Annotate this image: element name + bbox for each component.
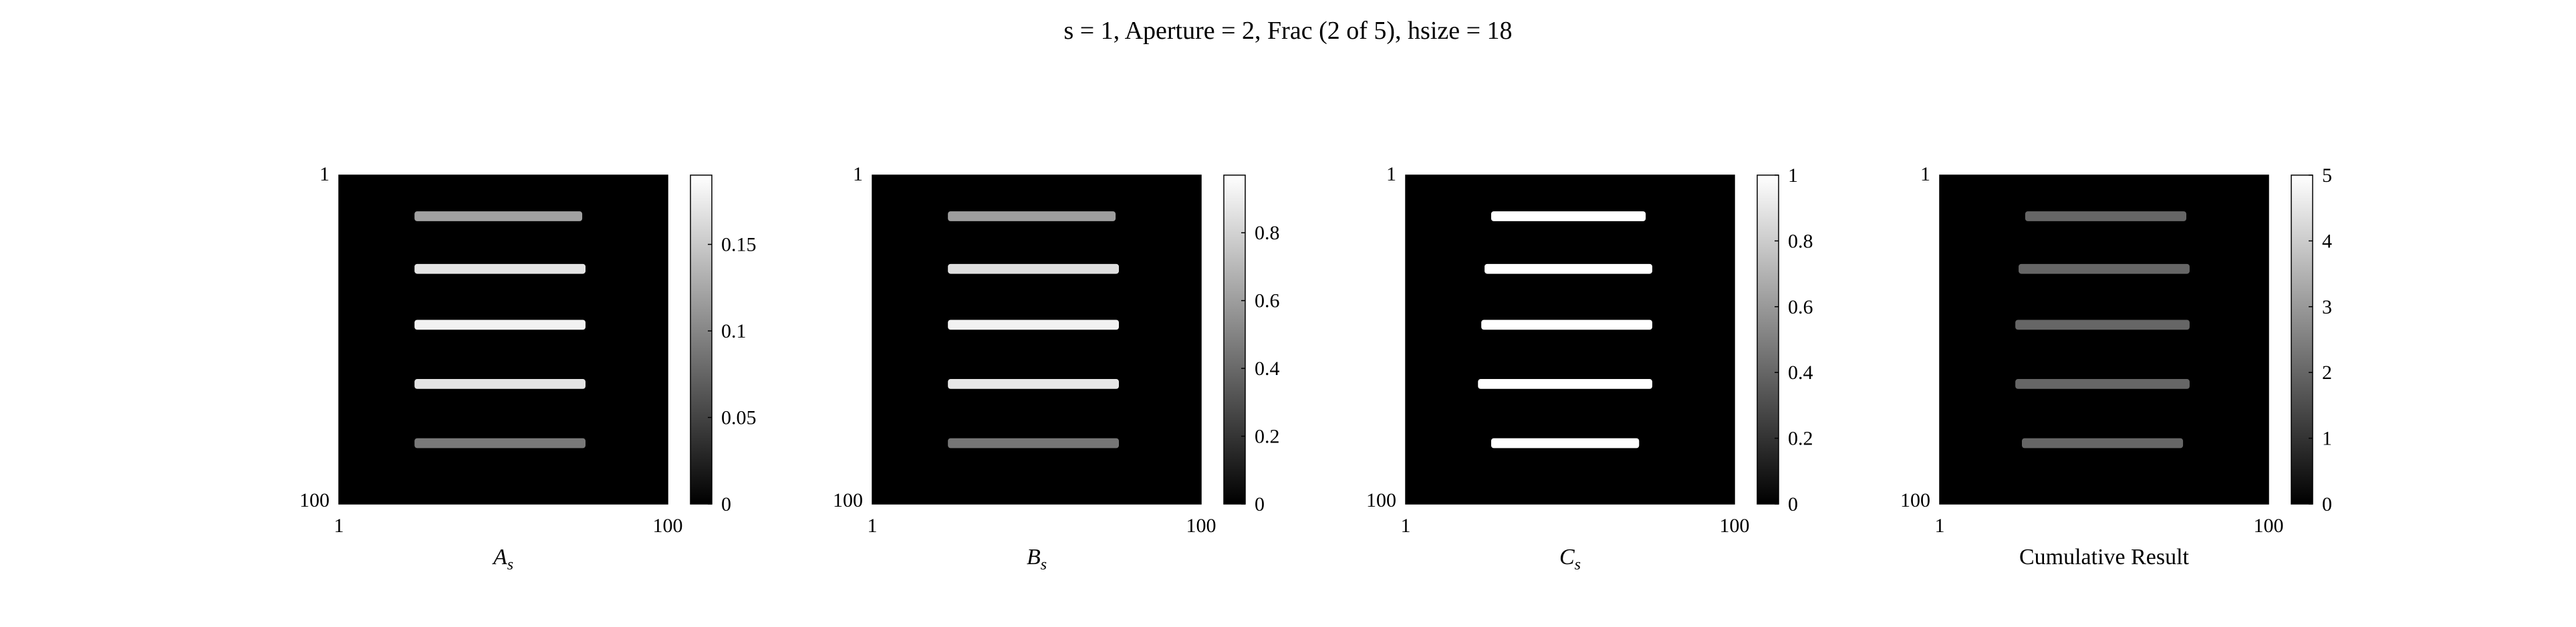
figure-title: s = 1, Aperture = 2, Frac (2 of 5), hsiz… bbox=[1063, 17, 1512, 45]
x-tick-label: 1 bbox=[1401, 515, 1411, 537]
y-tick-label: 100 bbox=[833, 489, 863, 511]
x-axis-label: Cumulative Result bbox=[2019, 545, 2190, 570]
heatmap-bar-2 bbox=[948, 263, 1119, 274]
colorbar bbox=[690, 174, 713, 505]
heatmap-bar-1 bbox=[1491, 211, 1646, 221]
image-area bbox=[339, 175, 668, 504]
heatmap-bar-2 bbox=[1485, 263, 1652, 274]
colorbar-tick-label: 5 bbox=[2322, 164, 2332, 186]
x-tick-label: 100 bbox=[2254, 515, 2284, 537]
heatmap-bar-5 bbox=[2022, 438, 2184, 449]
axes-box bbox=[1405, 174, 1735, 505]
heatmap-bar-4 bbox=[2015, 379, 2190, 389]
image-area bbox=[1406, 175, 1734, 504]
colorbar-tick-label: 0.8 bbox=[1788, 230, 1813, 252]
heatmap-bar-1 bbox=[2025, 211, 2186, 221]
colorbar-tick-label: 0.2 bbox=[1788, 428, 1813, 450]
colorbar-tick-label: 0.1 bbox=[721, 320, 747, 342]
colorbar-tick-label: 2 bbox=[2322, 362, 2332, 384]
colorbar bbox=[2291, 174, 2313, 505]
heatmap-bar-4 bbox=[414, 379, 586, 389]
colorbar bbox=[1757, 174, 1779, 505]
y-tick-label: 100 bbox=[299, 489, 330, 511]
y-tick-label: 1 bbox=[319, 163, 330, 185]
colorbar-tick-label: 0 bbox=[721, 493, 731, 515]
colorbar-tick-label: 0 bbox=[2322, 493, 2332, 515]
axes-box bbox=[872, 174, 1202, 505]
colorbar-tick-label: 0.05 bbox=[721, 407, 757, 429]
x-tick-label: 1 bbox=[868, 515, 878, 537]
colorbar-tick-label: 0.4 bbox=[1788, 362, 1813, 384]
heatmap-bar-3 bbox=[1481, 320, 1652, 330]
x-tick-label: 100 bbox=[653, 515, 683, 537]
colorbar bbox=[1223, 174, 1246, 505]
y-tick-label: 100 bbox=[1366, 489, 1396, 511]
colorbar-tick-label: 3 bbox=[2322, 296, 2332, 318]
x-tick-label: 100 bbox=[1720, 515, 1750, 537]
heatmap-bar-3 bbox=[414, 320, 586, 330]
colorbar-tick-label: 0.6 bbox=[1255, 290, 1280, 312]
colorbar-tick-label: 0.8 bbox=[1255, 222, 1280, 244]
heatmap-bar-5 bbox=[948, 438, 1119, 449]
y-tick-label: 100 bbox=[1900, 489, 1930, 511]
heatmap-bar-3 bbox=[2015, 320, 2190, 330]
axes-box bbox=[1939, 174, 2269, 505]
heatmap-bar-5 bbox=[414, 438, 586, 449]
heatmap-bar-2 bbox=[2019, 263, 2190, 274]
y-tick-label: 1 bbox=[1920, 163, 1930, 185]
x-axis-label: Cs bbox=[1559, 545, 1581, 574]
colorbar-tick-label: 4 bbox=[2322, 230, 2332, 252]
colorbar-tick-label: 1 bbox=[1788, 164, 1798, 186]
colorbar-tick-label: 1 bbox=[2322, 428, 2332, 450]
x-axis-label: Bs bbox=[1027, 545, 1047, 574]
heatmap-bar-1 bbox=[948, 211, 1116, 221]
image-area bbox=[1940, 175, 2269, 504]
colorbar-tick-label: 0.6 bbox=[1788, 296, 1813, 318]
colorbar-tick-label: 0.4 bbox=[1255, 358, 1280, 380]
heatmap-bar-3 bbox=[948, 320, 1119, 330]
x-tick-label: 100 bbox=[1186, 515, 1216, 537]
y-tick-label: 1 bbox=[853, 163, 863, 185]
heatmap-bar-5 bbox=[1491, 438, 1640, 449]
heatmap-bar-1 bbox=[414, 211, 583, 221]
heatmap-bar-4 bbox=[1478, 379, 1652, 389]
x-tick-label: 1 bbox=[1935, 515, 1945, 537]
x-tick-label: 1 bbox=[334, 515, 344, 537]
image-area bbox=[872, 175, 1201, 504]
x-axis-label: As bbox=[492, 545, 513, 574]
heatmap-bar-4 bbox=[948, 379, 1119, 389]
colorbar-tick-label: 0 bbox=[1255, 493, 1265, 515]
colorbar-tick-label: 0 bbox=[1788, 493, 1798, 515]
y-tick-label: 1 bbox=[1386, 163, 1396, 185]
colorbar-tick-label: 0.2 bbox=[1255, 426, 1280, 448]
heatmap-bar-2 bbox=[414, 263, 586, 274]
axes-box bbox=[338, 174, 668, 505]
colorbar-tick-label: 0.15 bbox=[721, 234, 757, 256]
